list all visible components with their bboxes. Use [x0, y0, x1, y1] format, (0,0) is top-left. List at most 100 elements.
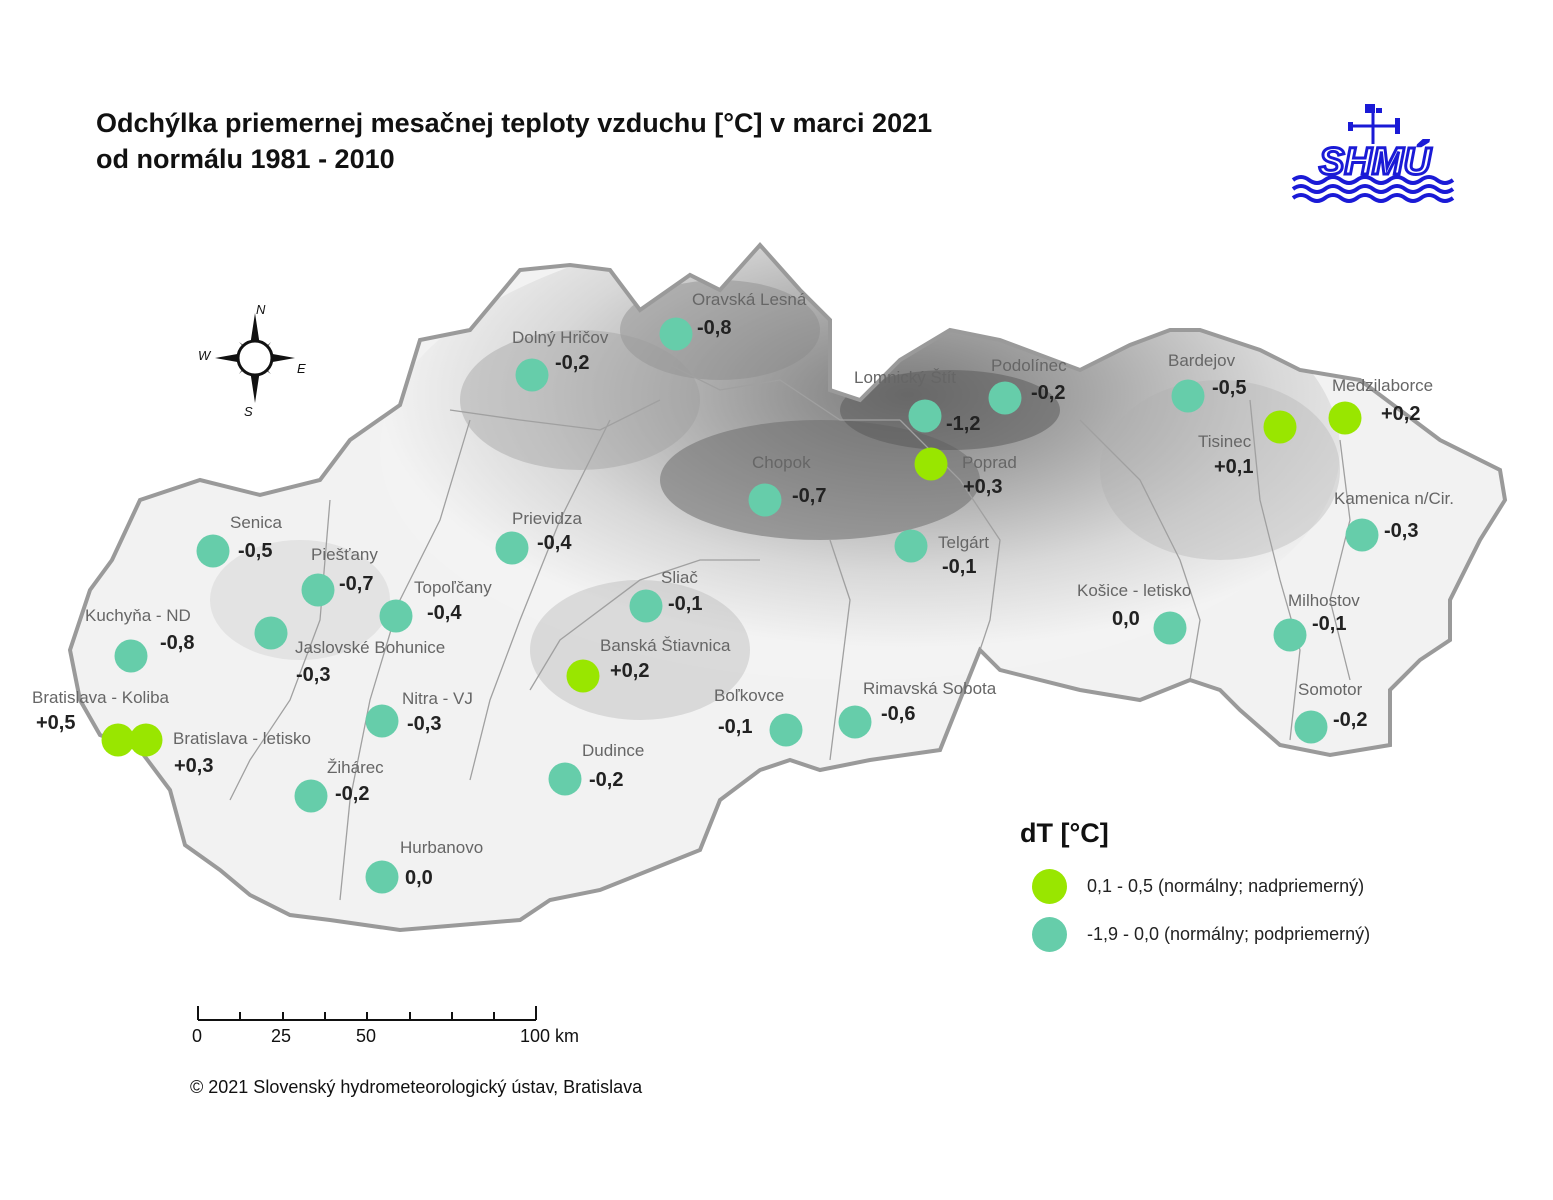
station-value: -0,2	[335, 783, 369, 805]
station: Hurbanovo 0,0	[365, 838, 483, 894]
station-name: Somotor	[1298, 680, 1363, 699]
station: Banská Štiavnica +0,2	[566, 636, 731, 693]
station: Boľkovce -0,1	[714, 686, 803, 747]
station-name: Košice - letisko	[1077, 581, 1191, 600]
station-value: -0,8	[160, 632, 194, 654]
station-name: Dudince	[582, 741, 644, 760]
station-name: Žihárec	[327, 758, 384, 777]
station-name: Nitra - VJ	[402, 689, 473, 708]
map-title-line1: Odchýlka priemernej mesačnej teploty vzd…	[96, 108, 933, 138]
station-marker	[1273, 618, 1307, 652]
station-marker	[629, 589, 663, 623]
station-value: +0,2	[610, 660, 649, 682]
map-title-line2: od normálu 1981 - 2010	[96, 144, 395, 174]
station-value: -0,8	[697, 317, 731, 339]
station-marker	[196, 534, 230, 568]
station: Bratislava - Koliba +0,5	[32, 688, 170, 757]
station-value: +0,1	[1214, 456, 1253, 478]
station-name: Oravská Lesná	[692, 290, 807, 309]
station-value: +0,3	[963, 476, 1002, 498]
station: Podolínec -0,2	[988, 356, 1067, 415]
station: Sliač -0,1	[629, 568, 702, 623]
station-name: Piešťany	[311, 545, 378, 564]
legend-swatch-above	[1032, 868, 1067, 904]
station-value: -0,5	[238, 540, 272, 562]
legend-label-above: 0,1 - 0,5 (normálny; nadpriemerný)	[1087, 875, 1365, 896]
station-name: Podolínec	[991, 356, 1067, 375]
station: Telgárt -0,1	[894, 529, 989, 578]
station-name: Boľkovce	[714, 686, 784, 705]
station-value: -0,3	[407, 713, 441, 735]
station-marker	[495, 531, 529, 565]
stations-layer: Oravská Lesná -0,8 Dolný Hričov -0,2 Lomnick…	[32, 290, 1454, 894]
compass-w: W	[198, 348, 212, 363]
station-name: Kuchyňa - ND	[85, 606, 191, 625]
station-name: Telgárt	[938, 533, 989, 552]
station-name: Banská Štiavnica	[600, 636, 731, 655]
station-marker	[988, 381, 1022, 415]
station-marker	[838, 705, 872, 739]
station-name: Bratislava - letisko	[173, 729, 311, 748]
station-value: 0,0	[405, 867, 433, 889]
station-value: -0,1	[718, 716, 752, 738]
station-value: -0,7	[339, 573, 373, 595]
station-marker	[1294, 710, 1328, 744]
station-marker	[129, 723, 163, 757]
scale-label-100: 100 km	[520, 1026, 580, 1046]
compass-rose: N S E W	[198, 302, 306, 419]
station: Senica -0,5	[196, 513, 283, 568]
station: Milhostov -0,1	[1273, 591, 1360, 652]
legend-item-below: -1,9 - 0,0 (normálny; podpriemerný)	[1032, 916, 1370, 952]
station: Kamenica n/Cir. -0,3	[1334, 489, 1454, 552]
station-marker	[301, 573, 335, 607]
station-marker	[566, 659, 600, 693]
compass-e: E	[297, 361, 306, 376]
station-name: Milhostov	[1288, 591, 1360, 610]
station-name: Hurbanovo	[400, 838, 483, 857]
station-value: -0,6	[881, 703, 915, 725]
station: Kuchyňa - ND -0,8	[85, 606, 194, 673]
compass-n: N	[256, 302, 266, 317]
station: Prievidza -0,4	[495, 509, 582, 565]
station: Dudince -0,2	[548, 741, 644, 796]
station-marker	[769, 713, 803, 747]
station: Somotor -0,2	[1294, 680, 1367, 744]
station-name: Lomnický Štít	[854, 368, 956, 387]
station: Chopok -0,7	[748, 453, 826, 517]
station: Topoľčany -0,4	[379, 578, 492, 633]
station-name: Medzilaborce	[1332, 376, 1433, 395]
station-value: -0,1	[942, 556, 976, 578]
station-marker	[1345, 518, 1379, 552]
station-marker	[894, 529, 928, 563]
station-marker	[515, 358, 549, 392]
station-name: Prievidza	[512, 509, 582, 528]
copyright-notice: © 2021 Slovenský hydrometeorologický úst…	[190, 1077, 643, 1097]
station-marker	[914, 447, 948, 481]
station-value: +0,2	[1381, 403, 1420, 425]
station-value: -0,4	[427, 602, 462, 624]
legend-swatch-below	[1032, 916, 1067, 952]
station: Poprad +0,3	[914, 447, 1017, 498]
station-marker	[548, 762, 582, 796]
station-name: Poprad	[962, 453, 1017, 472]
station-value: -1,2	[946, 413, 980, 435]
station-marker	[1171, 379, 1205, 413]
station-name: Topoľčany	[414, 578, 492, 597]
station-marker	[114, 639, 148, 673]
station: Bardejov -0,5	[1168, 351, 1246, 413]
station-value: 0,0	[1112, 608, 1140, 630]
compass-s: S	[244, 404, 253, 419]
shmu-logo: SHMÚ	[1291, 104, 1455, 203]
scale-label-0: 0	[192, 1026, 203, 1046]
station-name: Sliač	[661, 568, 698, 587]
legend-item-above: 0,1 - 0,5 (normálny; nadpriemerný)	[1032, 868, 1364, 904]
station-name: Kamenica n/Cir.	[1334, 489, 1454, 508]
station-name: Bardejov	[1168, 351, 1236, 370]
station-marker	[659, 317, 693, 351]
station-value: -0,2	[555, 352, 589, 374]
legend-label-below: -1,9 - 0,0 (normálny; podpriemerný)	[1087, 923, 1371, 944]
station-value: +0,3	[174, 755, 213, 777]
station-value: -0,2	[1031, 382, 1065, 404]
station: Piešťany -0,7	[301, 545, 378, 607]
station-name: Tisinec	[1198, 432, 1252, 451]
